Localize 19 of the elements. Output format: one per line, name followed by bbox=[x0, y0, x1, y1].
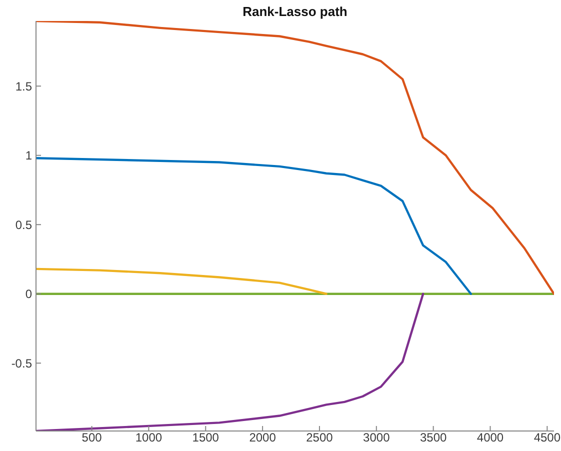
line-series bbox=[36, 157, 472, 295]
x-tick-label: 4000 bbox=[476, 430, 504, 445]
y-tick-label: 1.5 bbox=[15, 79, 32, 94]
x-tick-label: 500 bbox=[82, 430, 102, 445]
x-tick-label: 2000 bbox=[249, 430, 276, 445]
x-tick-label: 3500 bbox=[420, 430, 447, 445]
x-tick-label: 4500 bbox=[534, 430, 561, 445]
x-tick-label: 1500 bbox=[192, 430, 220, 445]
y-tick-label: 0.5 bbox=[15, 218, 32, 232]
x-tick-label: 1000 bbox=[135, 430, 162, 445]
x-tick-label: 3000 bbox=[363, 430, 390, 445]
line-series bbox=[36, 21, 554, 295]
line-series bbox=[36, 268, 328, 295]
line-series bbox=[36, 292, 424, 431]
y-tick-label: 1 bbox=[25, 148, 32, 163]
y-tick-label: 0 bbox=[25, 287, 32, 302]
x-tick-label: 2500 bbox=[306, 430, 334, 445]
y-tick-label: -0.5 bbox=[11, 356, 32, 370]
chart-title: Rank-Lasso path bbox=[242, 4, 348, 20]
